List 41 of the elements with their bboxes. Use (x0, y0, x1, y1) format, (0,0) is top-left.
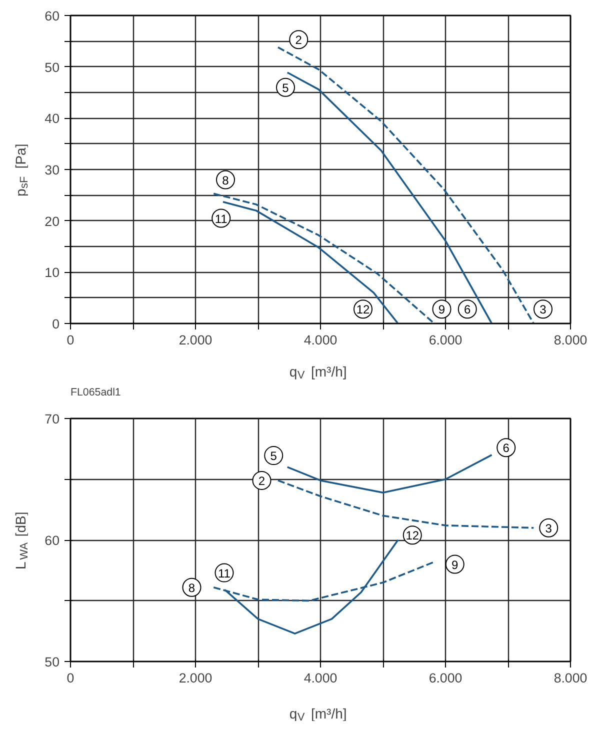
y-tick-label: 30 (44, 162, 60, 178)
text: FL065adl1 (70, 386, 121, 398)
annotation: 9 (438, 302, 446, 317)
x-tick-label: 6.000 (428, 670, 462, 686)
annotation: 5 (282, 80, 290, 95)
x-tick-label: 4.000 (304, 670, 338, 686)
line-series (212, 192, 436, 324)
annotation: 8 (188, 580, 196, 595)
annotation: 8 (222, 173, 230, 188)
y-tick-label: 70 (44, 412, 60, 426)
x-tick-label: 8.000 (554, 332, 588, 348)
line-series (277, 46, 535, 324)
annotation: 12 (356, 302, 370, 317)
annotation: 6 (502, 441, 510, 456)
annotation: 3 (540, 302, 547, 317)
y-tick-label: 40 (44, 111, 60, 126)
annotation: 11 (218, 566, 231, 580)
annotation: 11 (214, 212, 228, 226)
y-tick-label: 20 (44, 214, 60, 229)
annotation: 6 (464, 302, 472, 317)
y-tick-label: 60 (44, 533, 60, 548)
x-tick-label: 2.000 (178, 332, 212, 348)
x-tick-label: 4.000 (304, 332, 338, 348)
y-tick-label: 0 (52, 316, 60, 332)
line-series (277, 480, 535, 529)
annotation: 5 (270, 449, 278, 464)
annotation: 2 (295, 33, 302, 48)
x-tick-label: 0 (66, 332, 74, 348)
y-tick-label: 60 (44, 8, 60, 24)
annotation: 2 (258, 474, 266, 488)
x-tick-label: 0 (66, 670, 74, 686)
y-tick-label: 50 (44, 60, 60, 75)
line-series (286, 454, 493, 494)
y-tick-label: 50 (44, 654, 60, 670)
x-tick-label: 2.000 (178, 670, 212, 686)
annotation: 9 (452, 558, 459, 572)
y-tick-label: 10 (44, 265, 60, 280)
x-tick-label: 6.000 (428, 332, 462, 348)
annotation: 3 (545, 521, 552, 536)
x-tick-label: 8.000 (554, 670, 588, 686)
annotation: 12 (406, 528, 420, 543)
